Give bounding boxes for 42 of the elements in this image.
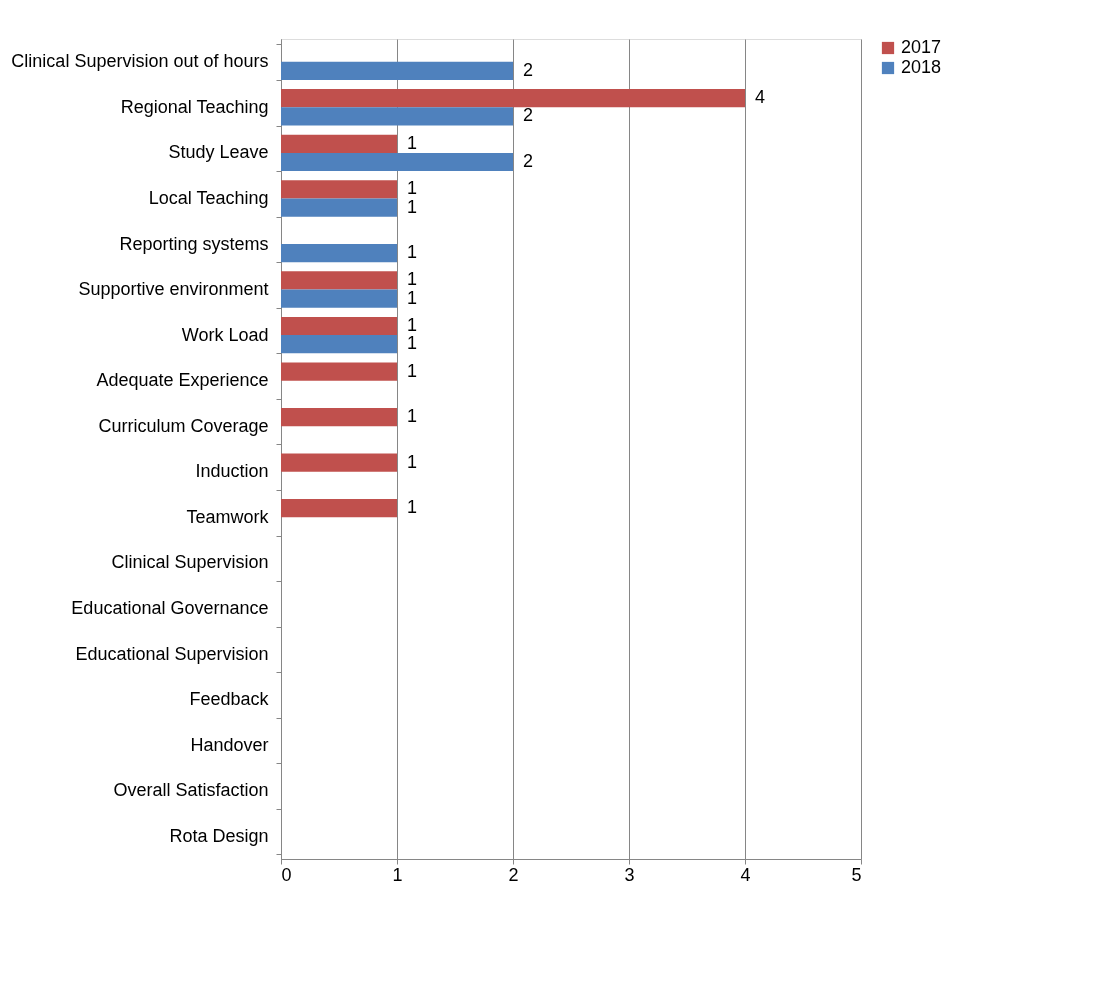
y-tick-label: Curriculum Coverage [98,415,269,436]
data-label: 1 [407,360,418,381]
y-tick-label: Regional Teaching [120,96,269,117]
data-label: 1 [407,406,418,427]
y-tick-label: Clinical Supervision [111,552,269,573]
data-label: 2 [523,151,534,171]
y-tick-label: Teamwork [186,506,270,527]
data-label: 1 [407,196,418,217]
legend-label: 2018 [901,57,942,77]
data-label: 1 [407,451,418,472]
data-label: 2 [523,105,534,126]
y-tick-label: Reporting systems [119,233,269,254]
data-label: 1 [407,132,418,153]
data-label: 2 [523,59,534,80]
y-tick-label: Rota Design [169,825,269,846]
data-label: 1 [407,333,418,354]
x-tick-label: 2 [508,864,519,885]
data-label: 4 [755,87,766,108]
x-tick-label: 1 [392,864,403,885]
y-tick-label: Induction [195,461,269,482]
x-tick-label: 0 [281,864,292,885]
y-tick-label: Adequate Experience [96,370,269,391]
data-label: 1 [407,242,418,263]
y-tick-label: Clinical Supervision out of hours [11,51,269,72]
y-tick-label: Supportive environment [78,279,269,300]
x-tick-label: 5 [851,864,862,885]
data-label: 1 [407,178,418,199]
data-label: 1 [407,287,418,308]
y-tick-label: Overall Satisfaction [113,780,269,801]
y-tick-label: Study Leave [168,142,269,163]
y-tick-label: Local Teaching [148,187,269,208]
legend-label: 2017 [901,37,942,57]
x-tick-label: 4 [740,864,751,885]
data-label: 1 [407,315,418,335]
y-tick-label: Educational Supervision [75,643,269,664]
data-label: 1 [407,269,418,290]
y-tick-label: Handover [190,734,269,755]
data-label: 1 [407,497,418,518]
y-tick-label: Work Load [181,324,269,345]
x-tick-label: 3 [624,864,635,885]
y-tick-label: Feedback [189,689,270,710]
y-tick-label: Educational Governance [71,597,269,618]
